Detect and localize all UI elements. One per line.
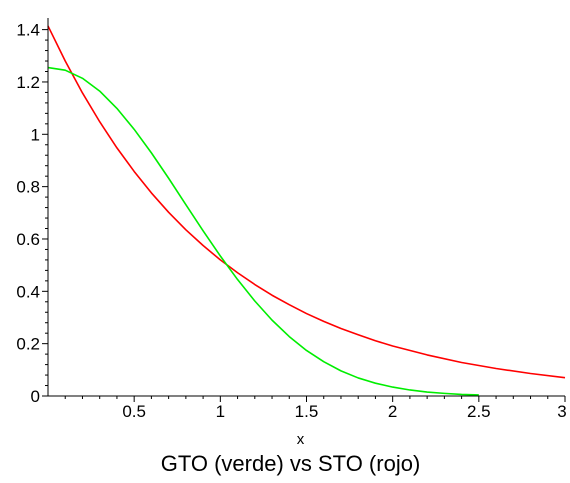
series-lines (47, 25, 566, 396)
y-tick-label: 1.4 (16, 21, 40, 40)
y-tick-label: 0.2 (16, 335, 40, 354)
y-tick-label: 0.6 (16, 230, 40, 249)
y-tick-label: 0.8 (16, 178, 40, 197)
series-line-2 (47, 66, 479, 396)
x-axis-label: x (297, 431, 305, 448)
x-tick-label: 1 (216, 402, 225, 421)
y-tick-label: 1.2 (16, 73, 40, 92)
series-line-1 (47, 25, 566, 379)
y-tick-label: 0 (31, 387, 40, 406)
y-tick-label: 1 (31, 125, 40, 144)
x-tick-label: 3 (557, 402, 566, 421)
x-tick-label: 2.5 (467, 402, 491, 421)
y-tick-label: 0.4 (16, 282, 40, 301)
x-tick-label: 2 (388, 402, 397, 421)
ticks (42, 29, 566, 402)
axes (47, 18, 565, 397)
chart-title: GTO (verde) vs STO (rojo) (161, 451, 421, 476)
x-tick-label: 0.5 (122, 402, 146, 421)
tick-labels: 0.5 1 1.5 2 2.5 3 0 0.2 0.4 0.6 0.8 1 1.2 1.4 (16, 21, 566, 421)
x-tick-label: 1.5 (295, 402, 319, 421)
